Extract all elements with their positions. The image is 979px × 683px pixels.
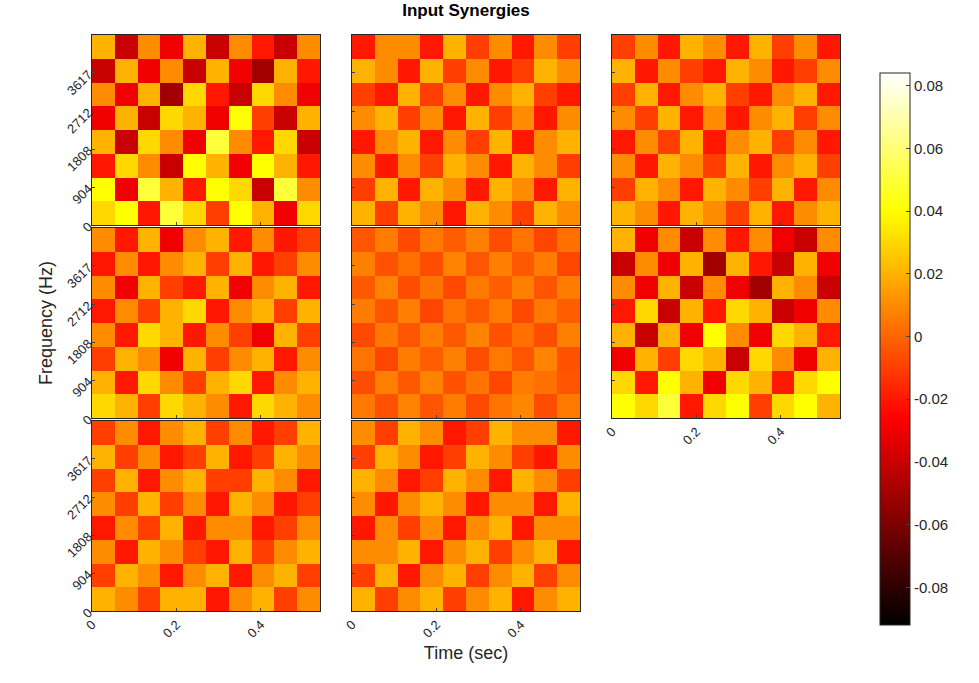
svg-text:904: 904 bbox=[69, 181, 95, 207]
svg-text:1808: 1808 bbox=[64, 529, 95, 560]
svg-text:3617: 3617 bbox=[64, 453, 95, 484]
svg-text:0: 0 bbox=[83, 617, 99, 633]
svg-text:2712: 2712 bbox=[64, 105, 95, 136]
svg-text:2712: 2712 bbox=[64, 298, 95, 329]
svg-text:904: 904 bbox=[69, 567, 95, 593]
svg-text:0.04: 0.04 bbox=[914, 202, 943, 219]
svg-text:-0.04: -0.04 bbox=[914, 453, 948, 470]
svg-text:1808: 1808 bbox=[64, 336, 95, 367]
svg-text:904: 904 bbox=[69, 374, 95, 400]
svg-text:-0.06: -0.06 bbox=[914, 516, 948, 533]
svg-text:3617: 3617 bbox=[64, 67, 95, 98]
svg-text:0.4: 0.4 bbox=[764, 424, 787, 447]
svg-text:-0.08: -0.08 bbox=[914, 579, 948, 596]
svg-text:Frequency (Hz): Frequency (Hz) bbox=[36, 261, 56, 385]
svg-text:0: 0 bbox=[914, 328, 922, 345]
svg-text:0.06: 0.06 bbox=[914, 140, 943, 157]
svg-text:0: 0 bbox=[79, 219, 95, 235]
svg-text:0.4: 0.4 bbox=[244, 617, 267, 640]
svg-text:1808: 1808 bbox=[64, 143, 95, 174]
svg-text:0: 0 bbox=[79, 412, 95, 428]
svg-text:0.2: 0.2 bbox=[680, 424, 703, 447]
svg-text:2712: 2712 bbox=[64, 491, 95, 522]
svg-text:-0.02: -0.02 bbox=[914, 390, 948, 407]
svg-text:0.2: 0.2 bbox=[160, 617, 183, 640]
svg-text:0.4: 0.4 bbox=[504, 617, 527, 640]
svg-text:Time (sec): Time (sec) bbox=[424, 643, 508, 663]
svg-text:0: 0 bbox=[603, 424, 619, 440]
svg-text:0.02: 0.02 bbox=[914, 265, 943, 282]
svg-text:Input Synergies: Input Synergies bbox=[402, 1, 530, 20]
svg-text:0.08: 0.08 bbox=[914, 77, 943, 94]
svg-text:0: 0 bbox=[79, 605, 95, 621]
svg-text:3617: 3617 bbox=[64, 260, 95, 291]
svg-text:0.2: 0.2 bbox=[420, 617, 443, 640]
svg-text:0: 0 bbox=[343, 617, 359, 633]
